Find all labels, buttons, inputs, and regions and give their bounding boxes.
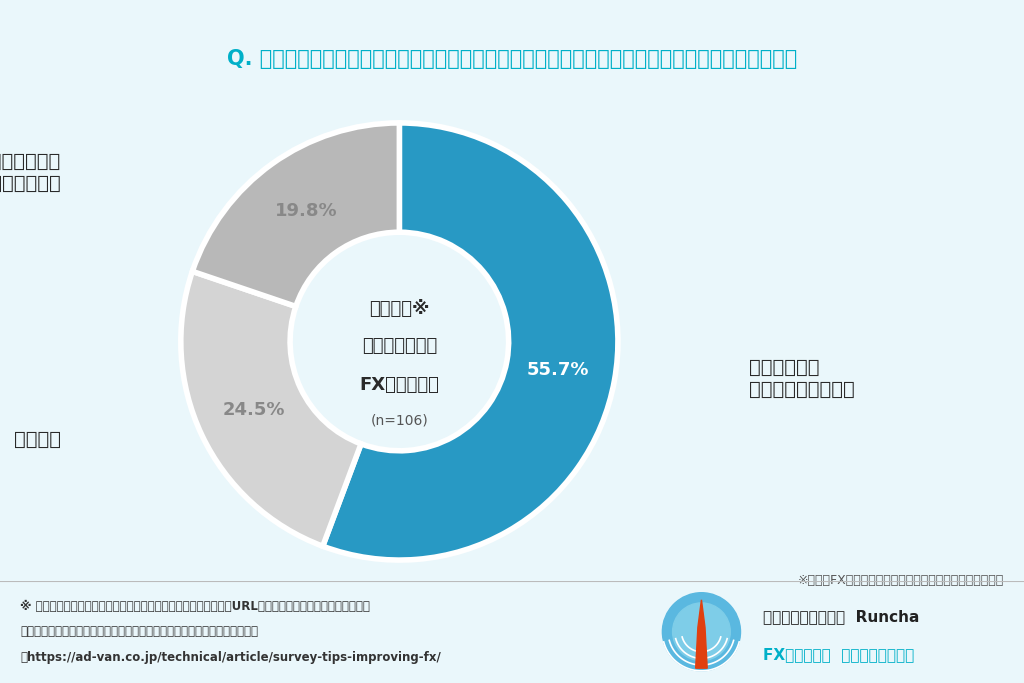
Wedge shape	[193, 123, 399, 307]
Text: 安定的に※: 安定的に※	[370, 300, 429, 318]
Polygon shape	[695, 600, 708, 668]
Text: トレード練習アプリ  Runcha: トレード練習アプリ Runcha	[763, 609, 920, 624]
Text: 知っており、
使用したことがある: 知っており、 使用したことがある	[750, 358, 855, 399]
Wedge shape	[181, 271, 361, 546]
Text: 知っているが、
使用したことはない: 知っているが、 使用したことはない	[0, 152, 60, 193]
Text: ※ 本調査の画像やデータを使用する場合は、出典元として以下のURL（リンク）を必ずご記載ください。: ※ 本調査の画像やデータを使用する場合は、出典元として以下のURL（リンク）を必…	[20, 600, 371, 613]
Text: (n=106): (n=106)	[371, 413, 428, 427]
Text: FX分析の解説  テクニカルブック: FX分析の解説 テクニカルブック	[763, 647, 914, 662]
Circle shape	[673, 603, 730, 660]
Text: 利益を得ている: 利益を得ている	[361, 337, 437, 355]
Text: 19.8%: 19.8%	[274, 202, 337, 220]
Text: 以下の調査結果ページでは、本調査に関する全ての情報を確認できます。: 以下の調査結果ページでは、本調査に関する全ての情報を確認できます。	[20, 625, 258, 639]
Text: 55.7%: 55.7%	[526, 361, 589, 379]
Text: FXトレーダー: FXトレーダー	[359, 376, 439, 394]
Text: ※自分のFXスキルについて「プロ／上級者」と回答した人: ※自分のFXスキルについて「プロ／上級者」と回答した人	[798, 574, 1004, 587]
Text: https://ad-van.co.jp/technical/article/survey-tips-improving-fx/: https://ad-van.co.jp/technical/article/s…	[20, 651, 441, 664]
Text: 知らない: 知らない	[13, 430, 60, 449]
Wedge shape	[323, 123, 617, 560]
Text: Q. ノーリスクで過去チャートを使用した検証・練習ができるツールがあることを、ご存知ですか？: Q. ノーリスクで過去チャートを使用した検証・練習ができるツールがあることを、ご…	[227, 48, 797, 69]
Text: 24.5%: 24.5%	[223, 402, 286, 419]
Circle shape	[663, 593, 740, 671]
